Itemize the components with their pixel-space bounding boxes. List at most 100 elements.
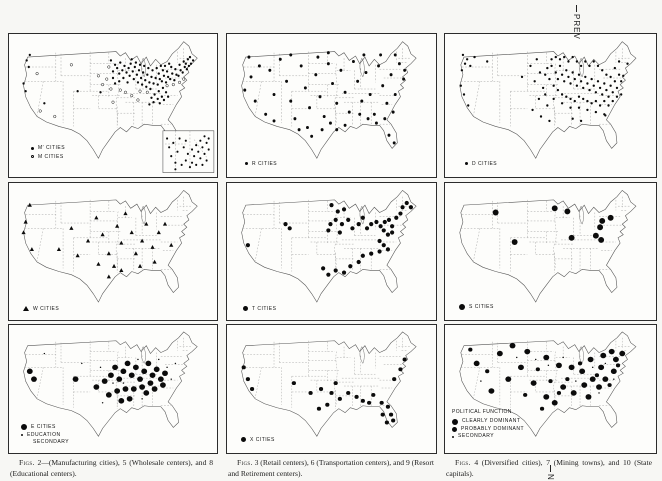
city-marker bbox=[388, 412, 394, 417]
city-marker bbox=[123, 90, 127, 94]
city-marker bbox=[588, 88, 591, 92]
legend-item: D CITIES bbox=[465, 160, 497, 169]
city-marker bbox=[584, 60, 587, 63]
city-marker bbox=[601, 93, 604, 96]
city-marker bbox=[516, 356, 518, 359]
map-panel-manufacturing: M′ CITIES M CITIES bbox=[8, 33, 218, 178]
city-marker bbox=[308, 390, 313, 395]
city-marker bbox=[384, 420, 389, 425]
city-marker bbox=[393, 92, 397, 97]
city-marker bbox=[590, 102, 593, 105]
city-marker bbox=[329, 203, 334, 208]
city-marker bbox=[607, 95, 610, 98]
city-marker bbox=[125, 71, 128, 74]
city-marker bbox=[554, 71, 557, 74]
city-marker bbox=[144, 78, 147, 82]
city-marker bbox=[318, 387, 324, 391]
city-marker bbox=[26, 368, 33, 375]
city-marker bbox=[550, 64, 553, 68]
next-link[interactable]: N bbox=[546, 465, 555, 481]
city-marker bbox=[249, 75, 253, 79]
city-marker bbox=[523, 392, 528, 397]
city-marker bbox=[592, 232, 599, 239]
city-marker bbox=[176, 150, 179, 153]
city-marker bbox=[607, 104, 610, 107]
city-marker bbox=[133, 251, 138, 256]
legend-item: E CITIES bbox=[21, 423, 69, 432]
city-marker bbox=[620, 80, 623, 83]
city-marker bbox=[563, 55, 566, 59]
city-marker bbox=[571, 71, 574, 74]
city-marker bbox=[174, 161, 177, 164]
city-marker bbox=[555, 362, 562, 369]
prev-link[interactable]: PREV bbox=[572, 5, 581, 40]
city-marker bbox=[165, 84, 169, 88]
city-marker bbox=[81, 362, 83, 365]
city-marker bbox=[394, 215, 399, 220]
city-marker bbox=[201, 146, 204, 149]
city-marker bbox=[96, 74, 100, 78]
legend-item: M CITIES bbox=[31, 153, 65, 162]
city-marker bbox=[56, 247, 61, 251]
city-marker bbox=[565, 95, 568, 98]
city-marker bbox=[551, 205, 558, 212]
city-marker bbox=[205, 141, 208, 144]
city-marker bbox=[105, 392, 112, 398]
us-map-political bbox=[459, 331, 637, 437]
city-marker bbox=[197, 150, 200, 153]
city-marker bbox=[568, 364, 575, 371]
dot-l-icon bbox=[21, 423, 27, 430]
city-marker bbox=[577, 95, 581, 98]
city-marker bbox=[473, 55, 476, 59]
city-marker bbox=[158, 358, 160, 361]
city-marker bbox=[316, 406, 322, 411]
city-marker bbox=[69, 225, 74, 230]
legend-political: POLITICAL FUNCTION CLEARLY DOMINANT PROBAB… bbox=[452, 409, 524, 441]
city-marker bbox=[136, 81, 140, 84]
legend-item: SECONDARY bbox=[452, 433, 524, 441]
city-marker bbox=[245, 243, 250, 248]
city-marker bbox=[589, 376, 596, 382]
city-marker bbox=[579, 119, 583, 123]
city-marker bbox=[596, 80, 600, 83]
city-marker bbox=[322, 114, 326, 119]
city-marker bbox=[607, 383, 612, 388]
city-marker bbox=[380, 412, 385, 417]
city-marker bbox=[166, 137, 169, 140]
city-marker bbox=[337, 230, 342, 235]
city-marker bbox=[166, 75, 170, 79]
city-marker bbox=[199, 139, 202, 142]
city-marker bbox=[567, 60, 570, 63]
city-marker bbox=[541, 86, 545, 90]
city-marker bbox=[377, 249, 382, 254]
city-marker bbox=[568, 234, 575, 241]
city-marker bbox=[141, 368, 148, 375]
prev-tick bbox=[576, 5, 577, 12]
city-marker bbox=[140, 83, 144, 86]
city-marker bbox=[326, 62, 330, 66]
city-marker bbox=[562, 356, 564, 359]
city-marker bbox=[193, 155, 196, 158]
city-marker bbox=[297, 128, 301, 132]
city-marker bbox=[398, 367, 403, 372]
city-marker bbox=[564, 208, 571, 215]
dot-m-icon bbox=[452, 426, 457, 432]
city-marker bbox=[134, 61, 138, 64]
city-marker bbox=[272, 92, 276, 97]
city-marker bbox=[360, 253, 365, 258]
city-marker bbox=[316, 55, 320, 59]
city-marker bbox=[111, 70, 115, 73]
city-marker bbox=[162, 370, 168, 377]
city-marker bbox=[105, 77, 109, 81]
city-marker bbox=[402, 357, 407, 362]
city-marker bbox=[320, 128, 324, 132]
city-marker bbox=[571, 55, 574, 59]
city-marker bbox=[27, 202, 32, 207]
city-marker bbox=[360, 398, 365, 403]
city-marker bbox=[129, 62, 132, 65]
city-marker bbox=[184, 62, 187, 65]
city-marker bbox=[560, 93, 564, 96]
city-marker bbox=[35, 72, 39, 76]
city-marker bbox=[581, 382, 588, 388]
city-marker bbox=[347, 110, 351, 114]
